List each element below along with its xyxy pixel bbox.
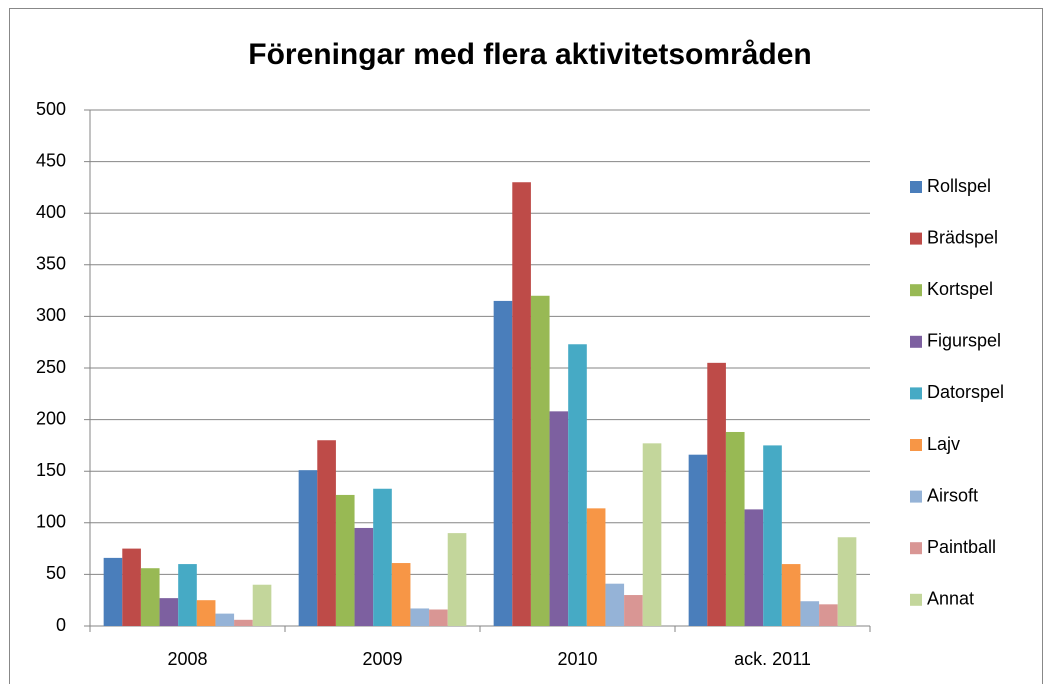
bar bbox=[252, 584, 272, 626]
legend-swatch bbox=[910, 593, 922, 606]
legend-swatch bbox=[910, 490, 922, 503]
bar bbox=[725, 431, 745, 626]
bar bbox=[234, 619, 253, 626]
y-tick-label: 400 bbox=[36, 202, 66, 222]
legend-label: Datorspel bbox=[927, 382, 1004, 402]
x-tick-label: 2009 bbox=[362, 649, 402, 669]
legend-label: Paintball bbox=[927, 537, 996, 557]
bar bbox=[781, 564, 801, 626]
legend-label: Rollspel bbox=[927, 176, 991, 196]
legend-swatch bbox=[910, 284, 922, 297]
bar bbox=[586, 508, 606, 626]
bar bbox=[373, 488, 392, 626]
bar bbox=[410, 608, 430, 626]
bar bbox=[530, 295, 550, 626]
bar bbox=[837, 537, 857, 626]
bar bbox=[335, 494, 355, 626]
y-tick-label: 300 bbox=[36, 305, 66, 325]
bar bbox=[354, 527, 374, 626]
y-tick-label: 50 bbox=[46, 563, 66, 583]
bar bbox=[642, 443, 662, 626]
y-tick-label: 100 bbox=[36, 512, 66, 532]
bar bbox=[624, 595, 643, 626]
bar bbox=[103, 557, 123, 626]
y-tick-label: 350 bbox=[36, 254, 66, 274]
bar bbox=[512, 182, 531, 627]
legend-label: Figurspel bbox=[927, 331, 1001, 351]
legend-swatch bbox=[910, 542, 922, 555]
bar bbox=[763, 445, 782, 626]
y-tick-label: 0 bbox=[56, 615, 66, 635]
y-tick-label: 250 bbox=[36, 357, 66, 377]
bar bbox=[568, 344, 587, 626]
bar bbox=[744, 509, 764, 626]
y-tick-label: 450 bbox=[36, 150, 66, 170]
bar bbox=[688, 454, 708, 626]
bar bbox=[122, 548, 141, 626]
bar bbox=[178, 564, 197, 626]
x-tick-label: ack. 2011 bbox=[734, 649, 811, 669]
x-tick-label: 2010 bbox=[557, 649, 597, 669]
legend-swatch bbox=[910, 232, 922, 245]
bar bbox=[298, 470, 318, 626]
bar bbox=[215, 613, 235, 626]
y-tick-label: 150 bbox=[36, 460, 66, 480]
bar bbox=[317, 440, 336, 626]
bar bbox=[391, 563, 411, 626]
bar bbox=[819, 604, 838, 626]
legend-swatch bbox=[910, 439, 922, 451]
legend-label: Annat bbox=[927, 589, 974, 609]
chart-title: Föreningar med flera aktivitetsområden bbox=[248, 38, 812, 71]
bar bbox=[493, 300, 513, 626]
legend-label: Lajv bbox=[927, 434, 960, 454]
bar bbox=[549, 411, 569, 626]
legend-swatch bbox=[910, 181, 922, 193]
y-tick-label: 500 bbox=[36, 99, 66, 119]
legend-label: Kortspel bbox=[927, 279, 993, 299]
legend-label: Brädspel bbox=[927, 227, 998, 247]
bar bbox=[447, 533, 467, 626]
legend-swatch bbox=[910, 387, 922, 400]
bar bbox=[140, 568, 160, 626]
y-tick-label: 200 bbox=[36, 408, 66, 428]
bar bbox=[196, 600, 216, 626]
bar bbox=[800, 601, 820, 626]
legend-label: Airsoft bbox=[927, 485, 978, 505]
x-tick-label: 2008 bbox=[167, 649, 207, 669]
bar bbox=[159, 598, 179, 626]
legend-swatch bbox=[910, 335, 922, 348]
bar bbox=[605, 583, 625, 626]
bar bbox=[707, 362, 726, 626]
bar bbox=[429, 609, 448, 626]
